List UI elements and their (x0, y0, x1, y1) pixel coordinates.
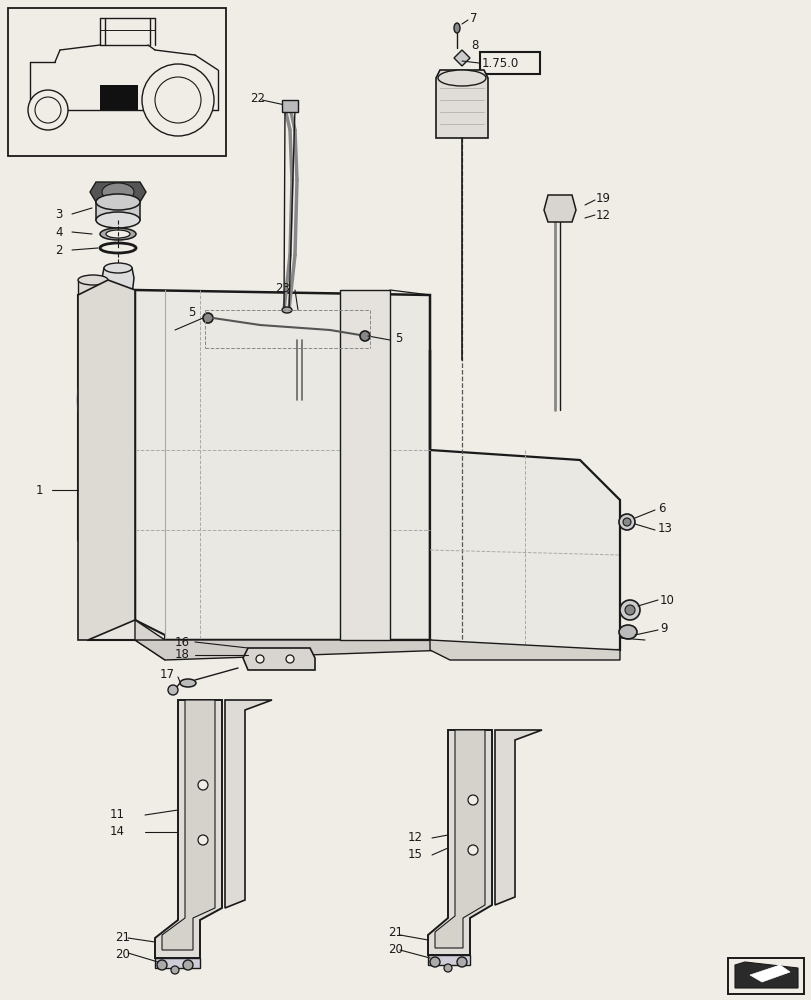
Polygon shape (749, 965, 789, 982)
Ellipse shape (157, 960, 167, 970)
Polygon shape (162, 700, 215, 950)
Text: 23: 23 (275, 282, 290, 294)
Polygon shape (135, 620, 165, 660)
Text: 20: 20 (388, 943, 402, 956)
Text: 9: 9 (659, 621, 667, 634)
Ellipse shape (467, 795, 478, 805)
Ellipse shape (78, 275, 108, 285)
Polygon shape (453, 50, 470, 66)
Ellipse shape (285, 655, 294, 663)
Ellipse shape (28, 90, 68, 130)
Polygon shape (90, 182, 146, 202)
Bar (727, 958, 803, 994)
Ellipse shape (359, 331, 370, 341)
Ellipse shape (155, 77, 201, 123)
Text: 5: 5 (394, 332, 402, 344)
Text: 12: 12 (595, 209, 610, 222)
Text: 10: 10 (659, 593, 674, 606)
Ellipse shape (104, 263, 132, 273)
Ellipse shape (142, 64, 214, 136)
Polygon shape (430, 350, 620, 650)
Polygon shape (225, 700, 272, 908)
Bar (100, 85, 138, 110)
Polygon shape (155, 700, 221, 958)
Ellipse shape (437, 70, 486, 86)
Polygon shape (436, 70, 487, 138)
Text: 3: 3 (55, 208, 62, 221)
Polygon shape (340, 290, 389, 640)
Ellipse shape (168, 685, 178, 695)
Text: 11: 11 (109, 808, 125, 821)
Polygon shape (78, 280, 108, 295)
Polygon shape (102, 268, 134, 295)
Ellipse shape (198, 835, 208, 845)
Polygon shape (543, 195, 575, 222)
Polygon shape (242, 648, 315, 670)
Text: 7: 7 (470, 12, 477, 25)
Polygon shape (135, 290, 430, 640)
Text: 22: 22 (250, 92, 264, 105)
Bar (479, 52, 539, 74)
Text: 20: 20 (115, 948, 130, 961)
Polygon shape (427, 955, 470, 965)
Ellipse shape (281, 307, 292, 313)
Ellipse shape (180, 679, 195, 687)
Ellipse shape (467, 845, 478, 855)
Text: 18: 18 (175, 648, 190, 662)
Ellipse shape (622, 518, 630, 526)
Ellipse shape (453, 23, 460, 33)
Text: 2: 2 (55, 243, 62, 256)
Text: 13: 13 (657, 522, 672, 534)
Polygon shape (78, 280, 135, 640)
Text: 15: 15 (407, 848, 423, 861)
Text: 6: 6 (657, 502, 665, 514)
Text: 8: 8 (470, 39, 478, 52)
Text: 16: 16 (175, 636, 190, 648)
Polygon shape (427, 730, 491, 955)
Bar (281, 100, 298, 112)
Text: 17: 17 (160, 668, 175, 682)
Ellipse shape (618, 625, 636, 639)
Ellipse shape (102, 183, 134, 201)
Ellipse shape (430, 957, 440, 967)
Text: 4: 4 (55, 226, 62, 239)
Ellipse shape (255, 655, 264, 663)
Ellipse shape (96, 194, 139, 210)
Polygon shape (430, 640, 620, 660)
Text: 1: 1 (36, 484, 44, 496)
Text: 19: 19 (595, 192, 610, 205)
Ellipse shape (624, 605, 634, 615)
Polygon shape (78, 295, 165, 640)
Ellipse shape (457, 957, 466, 967)
Text: 14: 14 (109, 825, 125, 838)
Ellipse shape (96, 212, 139, 228)
Polygon shape (734, 962, 797, 988)
Text: 21: 21 (115, 931, 130, 944)
Ellipse shape (198, 780, 208, 790)
Ellipse shape (203, 313, 212, 323)
Ellipse shape (106, 230, 130, 238)
Text: 12: 12 (407, 831, 423, 844)
Polygon shape (96, 202, 139, 220)
Polygon shape (495, 730, 541, 905)
Ellipse shape (100, 228, 135, 240)
Text: 1.75.0: 1.75.0 (482, 57, 518, 70)
Polygon shape (435, 730, 484, 948)
Ellipse shape (444, 964, 452, 972)
Ellipse shape (35, 97, 61, 123)
Bar (8, 8, 225, 156)
Text: 21: 21 (388, 926, 402, 939)
Ellipse shape (171, 966, 178, 974)
Text: 5: 5 (188, 306, 195, 318)
Polygon shape (155, 958, 200, 968)
Polygon shape (135, 640, 449, 660)
Ellipse shape (618, 514, 634, 530)
Ellipse shape (620, 600, 639, 620)
Ellipse shape (182, 960, 193, 970)
